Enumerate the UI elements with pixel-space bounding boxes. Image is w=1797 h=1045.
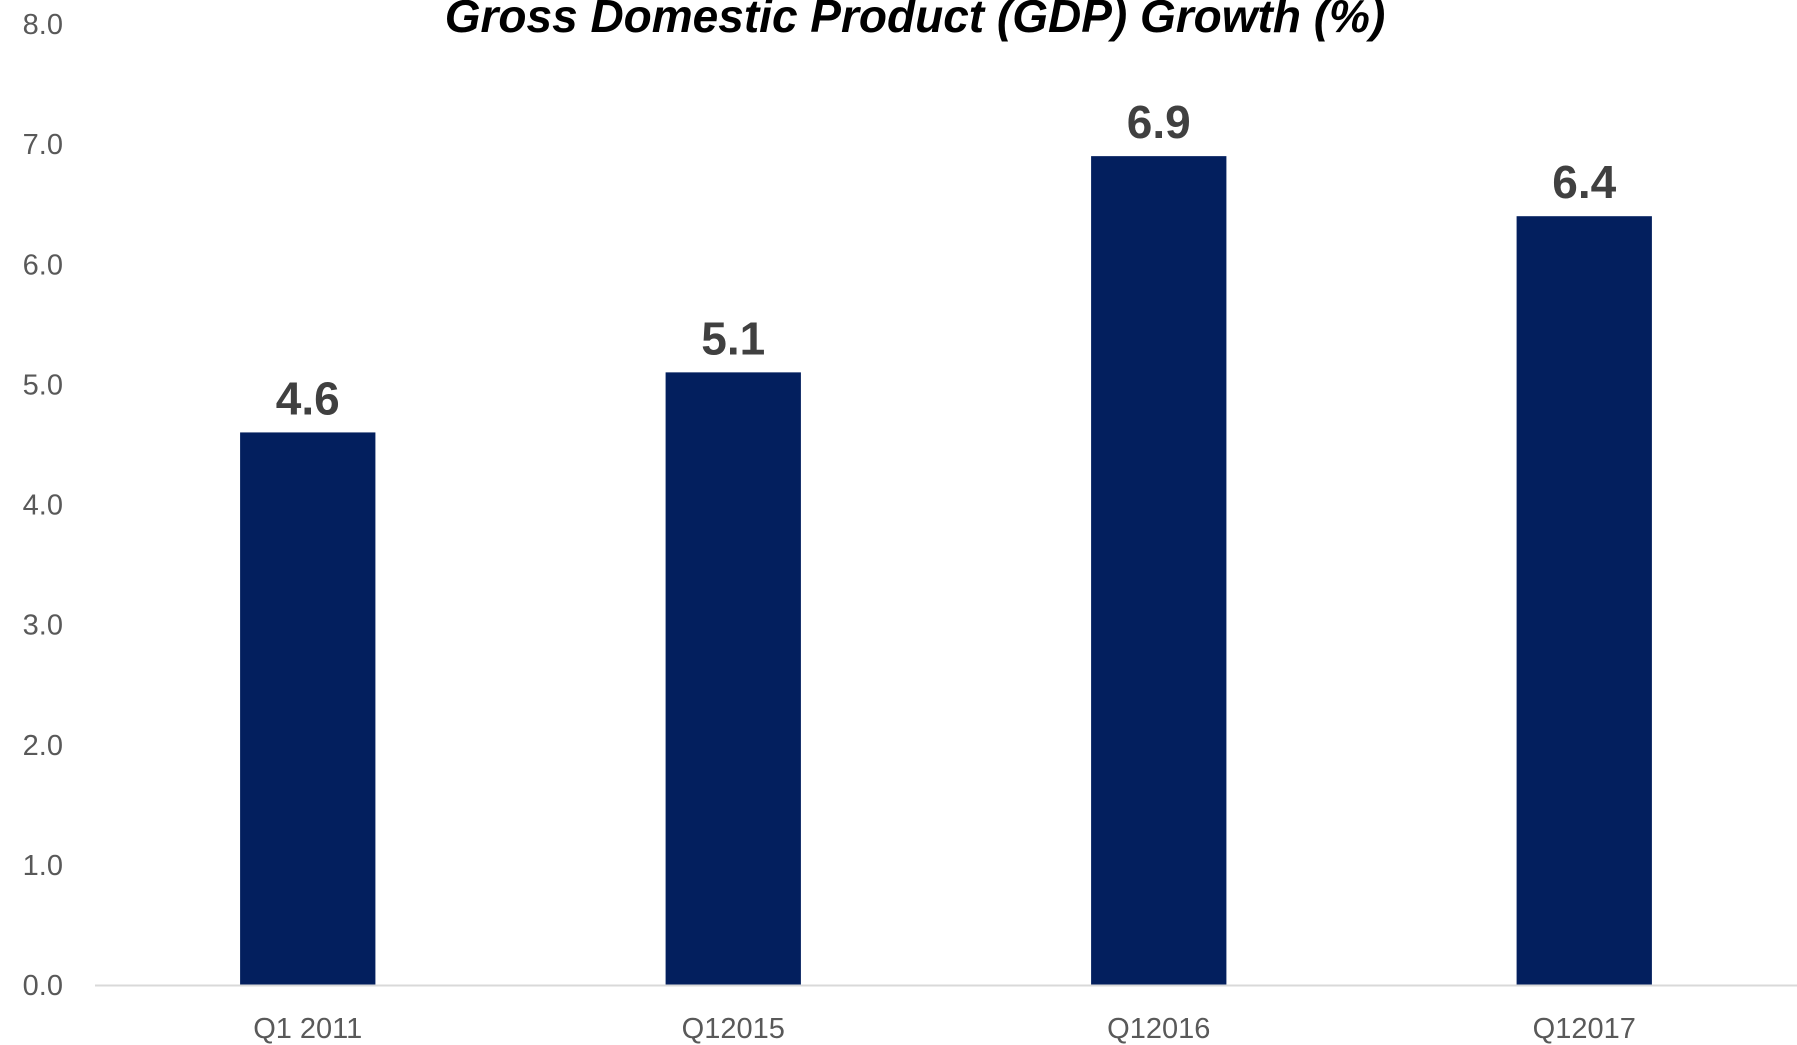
y-tick-label: 5.0 — [23, 369, 63, 401]
bar-value-label: 6.9 — [1127, 96, 1191, 148]
x-tick-label: Q12015 — [682, 1013, 785, 1045]
x-tick-label: Q12016 — [1107, 1013, 1210, 1045]
y-tick-label: 8.0 — [23, 9, 63, 41]
bar-q1-2011 — [240, 432, 376, 985]
bar-value-label: 5.1 — [701, 312, 765, 364]
chart-title: Gross Domestic Product (GDP) Growth (%) — [445, 0, 1386, 42]
y-axis: 0.0 1.0 2.0 3.0 4.0 5.0 6.0 7.0 8.0 — [23, 9, 63, 1002]
data-labels: 4.6 5.1 6.9 6.4 — [276, 96, 1617, 424]
plot-area — [240, 156, 1652, 985]
x-axis: Q1 2011 Q12015 Q12016 Q12017 — [253, 1013, 1636, 1045]
y-tick-label: 7.0 — [23, 129, 63, 161]
bar-value-label: 6.4 — [1552, 156, 1616, 208]
x-tick-label: Q1 2011 — [253, 1013, 362, 1045]
y-tick-label: 1.0 — [23, 850, 63, 882]
y-tick-label: 6.0 — [23, 249, 63, 281]
y-tick-label: 4.0 — [23, 490, 63, 522]
y-tick-label: 0.0 — [23, 970, 63, 1002]
y-tick-label: 2.0 — [23, 730, 63, 762]
x-tick-label: Q12017 — [1533, 1013, 1636, 1045]
bar-value-label: 4.6 — [276, 372, 340, 424]
bar-q12017 — [1516, 216, 1652, 985]
y-tick-label: 3.0 — [23, 610, 63, 642]
bar-q12016 — [1091, 156, 1227, 985]
bar-q12015 — [665, 372, 801, 985]
